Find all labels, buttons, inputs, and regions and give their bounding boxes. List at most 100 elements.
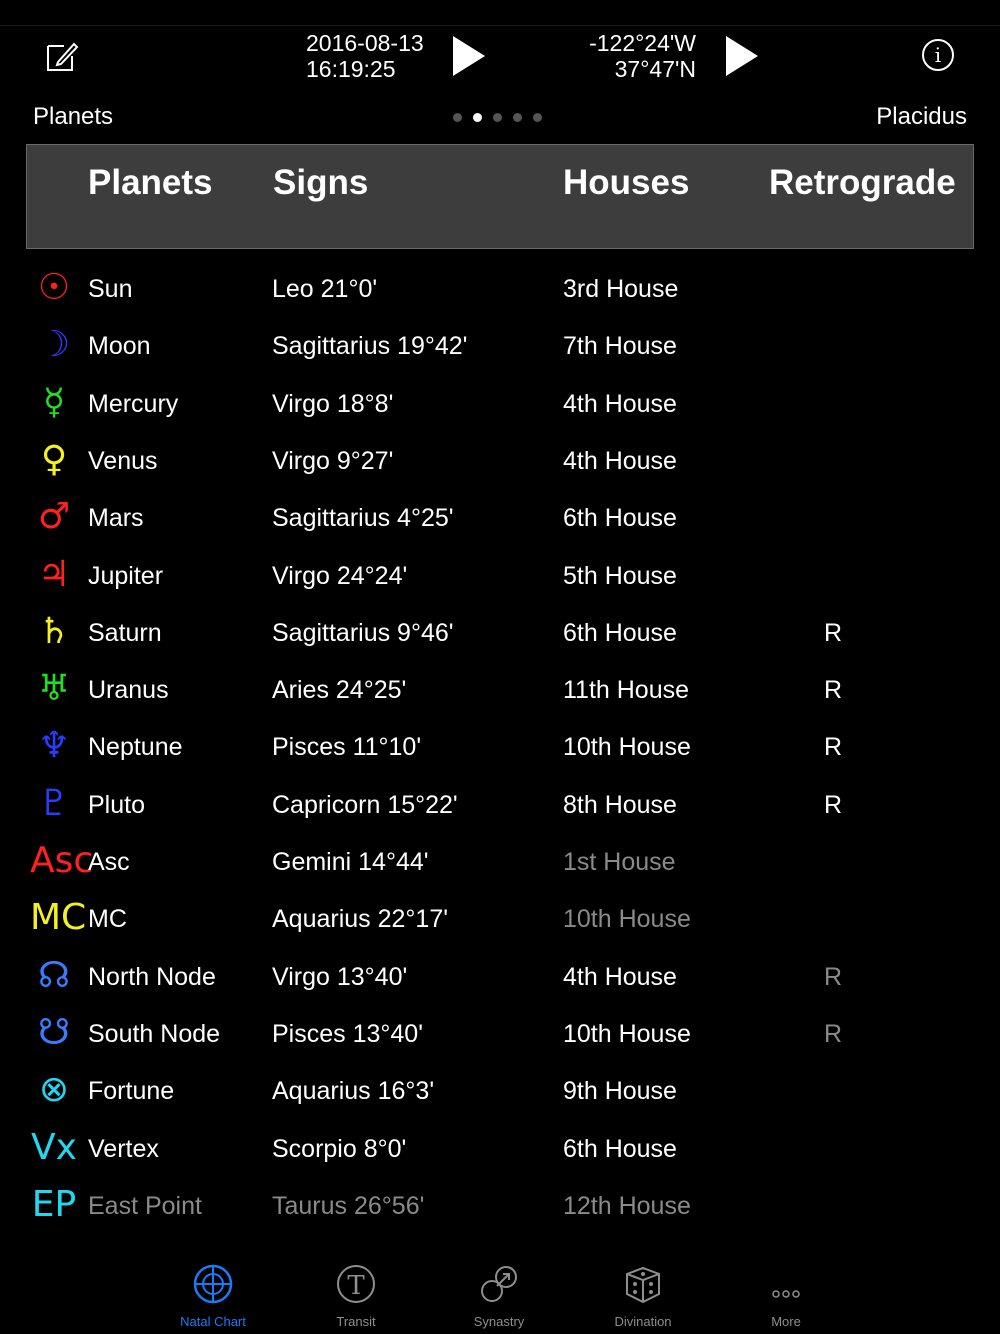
- planet-house: 6th House: [563, 1134, 677, 1163]
- page-indicator[interactable]: [453, 113, 542, 122]
- transit-icon: T: [296, 1262, 416, 1306]
- moon-symbol-icon: ☽: [37, 324, 71, 366]
- planet-sign: Gemini 14°44': [272, 848, 429, 876]
- table-row[interactable]: ♇ Pluto Capricorn 15°22' 8th House R: [0, 779, 1000, 836]
- planet-house: 10th House: [563, 1019, 691, 1048]
- jupiter-symbol-icon: ♃: [37, 553, 71, 595]
- planet-house: 7th House: [563, 332, 677, 361]
- table-row[interactable]: ♆ Neptune Pisces 11°10' 10th House R: [0, 721, 1000, 778]
- planet-sign: Scorpio 8°0': [272, 1134, 407, 1163]
- planet-house: 4th House: [563, 389, 677, 418]
- page-dot[interactable]: [533, 113, 542, 122]
- table-row[interactable]: ♄ Saturn Sagittarius 9°46' 6th House R: [0, 607, 1000, 664]
- planet-name: Fortune: [88, 1077, 175, 1106]
- planet-name: Uranus: [88, 676, 169, 705]
- play-time-icon[interactable]: [453, 36, 485, 76]
- planet-name: Vertex: [88, 1134, 159, 1163]
- neptune-symbol-icon: ♆: [37, 725, 71, 767]
- planet-sign: Sagittarius 19°42': [272, 332, 468, 361]
- planet-sign: Virgo 13°40': [272, 962, 408, 991]
- sun-symbol-icon: ☉: [37, 267, 71, 308]
- edit-icon[interactable]: [44, 38, 80, 74]
- pluto-symbol-icon: ♇: [37, 782, 71, 824]
- header-retrograde: Retrograde: [769, 163, 956, 202]
- planet-sign: Aries 24°25': [272, 676, 407, 705]
- longitude-text: -122°24'W: [589, 30, 696, 56]
- planet-sign: Virgo 9°27': [272, 446, 394, 475]
- planet-house: 1st House: [563, 848, 676, 876]
- planet-sign: Capricorn 15°22': [272, 790, 458, 819]
- table-row[interactable]: ♃ Jupiter Virgo 24°24' 5th House: [0, 550, 1000, 607]
- status-bar-divider: [0, 25, 1000, 26]
- planet-name: Mercury: [88, 389, 179, 418]
- planet-name: Jupiter: [88, 561, 164, 590]
- table-row[interactable]: Vx Vertex Scorpio 8°0' 6th House: [0, 1123, 1000, 1180]
- planet-sign: Taurus 26°56': [272, 1191, 425, 1220]
- planet-house: 11th House: [563, 676, 690, 705]
- saturn-symbol-icon: ♄: [37, 610, 71, 652]
- header-houses: Houses: [563, 163, 690, 202]
- tab-synastry[interactable]: Synastry: [439, 1262, 559, 1329]
- planet-name: North Node: [88, 962, 216, 991]
- table-row[interactable]: ☊ North Node Virgo 13°40' 4th House R: [0, 951, 1000, 1008]
- planet-name: East Point: [88, 1191, 202, 1220]
- planet-sign: Sagittarius 9°46': [272, 618, 454, 647]
- table-row[interactable]: ♂ Mars Sagittarius 4°25' 6th House: [0, 492, 1000, 549]
- date-text: 2016-08-13: [306, 30, 424, 56]
- planet-name: Pluto: [88, 790, 145, 819]
- planet-sign: Leo 21°0': [272, 275, 378, 303]
- section-title: Planets: [33, 103, 114, 130]
- page-dot[interactable]: [513, 113, 522, 122]
- tab-natal-chart[interactable]: Natal Chart: [153, 1262, 273, 1329]
- table-row[interactable]: ☽ Moon Sagittarius 19°42' 7th House: [0, 320, 1000, 377]
- latitude-text: 37°47'N: [614, 56, 696, 82]
- natal-chart-icon: [153, 1262, 273, 1306]
- play-location-icon[interactable]: [726, 36, 758, 76]
- planet-retrograde: R: [824, 1019, 843, 1048]
- info-icon[interactable]: i: [922, 39, 954, 71]
- table-row[interactable]: Asc Asc Gemini 14°44' 1st House: [0, 836, 1000, 893]
- mc-symbol-icon: MC: [30, 897, 87, 939]
- planet-name: Venus: [88, 446, 158, 475]
- tab-label: Divination: [614, 1314, 672, 1329]
- tab-divination[interactable]: Divination: [583, 1262, 703, 1329]
- table-row[interactable]: EP East Point Taurus 26°56' 12th House: [0, 1180, 1000, 1237]
- page-dot[interactable]: [453, 113, 462, 122]
- uranus-symbol-icon: ♅: [37, 668, 71, 710]
- planet-retrograde: R: [824, 618, 843, 647]
- planet-name: Mars: [88, 504, 144, 533]
- planet-house: 12th House: [563, 1191, 691, 1220]
- tab-label: Natal Chart: [180, 1314, 246, 1329]
- page-dot[interactable]: [493, 113, 502, 122]
- planet-house: 3rd House: [563, 275, 679, 303]
- tab-transit[interactable]: T Transit: [296, 1262, 416, 1329]
- tab-label: Synastry: [473, 1314, 525, 1329]
- table-row[interactable]: ⊗ Fortune Aquarius 16°3' 9th House: [0, 1065, 1000, 1122]
- header-planets: Planets: [88, 163, 213, 202]
- tab-more[interactable]: More: [726, 1262, 846, 1329]
- table-row[interactable]: ☉ Sun Leo 21°0' 3rd House: [0, 263, 1000, 320]
- planet-name: South Node: [88, 1019, 221, 1048]
- south-node-symbol-icon: ☋: [38, 1011, 70, 1053]
- page-dot-active[interactable]: [473, 113, 482, 122]
- date-time[interactable]: 2016-08-13 16:19:25: [306, 30, 424, 82]
- fortune-symbol-icon: ⊗: [38, 1069, 70, 1111]
- planet-retrograde: R: [824, 676, 843, 705]
- planet-house: 9th House: [563, 1077, 677, 1106]
- planet-house: 5th House: [563, 561, 677, 590]
- tab-label: Transit: [336, 1314, 376, 1329]
- asc-symbol-icon: Asc: [30, 840, 94, 881]
- table-row[interactable]: ☋ South Node Pisces 13°40' 10th House R: [0, 1008, 1000, 1065]
- table-row[interactable]: ☿ Mercury Virgo 18°8' 4th House: [0, 378, 1000, 435]
- planet-name: Neptune: [88, 733, 183, 762]
- planet-retrograde: R: [824, 790, 843, 819]
- planet-retrograde: R: [824, 733, 843, 762]
- house-system[interactable]: Placidus: [876, 103, 967, 130]
- planet-name: Moon: [88, 332, 151, 361]
- table-row[interactable]: MC MC Aquarius 22°17' 10th House: [0, 893, 1000, 950]
- location[interactable]: -122°24'W 37°47'N: [560, 30, 696, 82]
- table-row[interactable]: ♅ Uranus Aries 24°25' 11th House R: [0, 664, 1000, 721]
- planet-sign: Aquarius 16°3': [272, 1077, 435, 1106]
- table-row[interactable]: ♀ Venus Virgo 9°27' 4th House: [0, 435, 1000, 492]
- table-header: Planets Signs Houses Retrograde: [26, 144, 974, 249]
